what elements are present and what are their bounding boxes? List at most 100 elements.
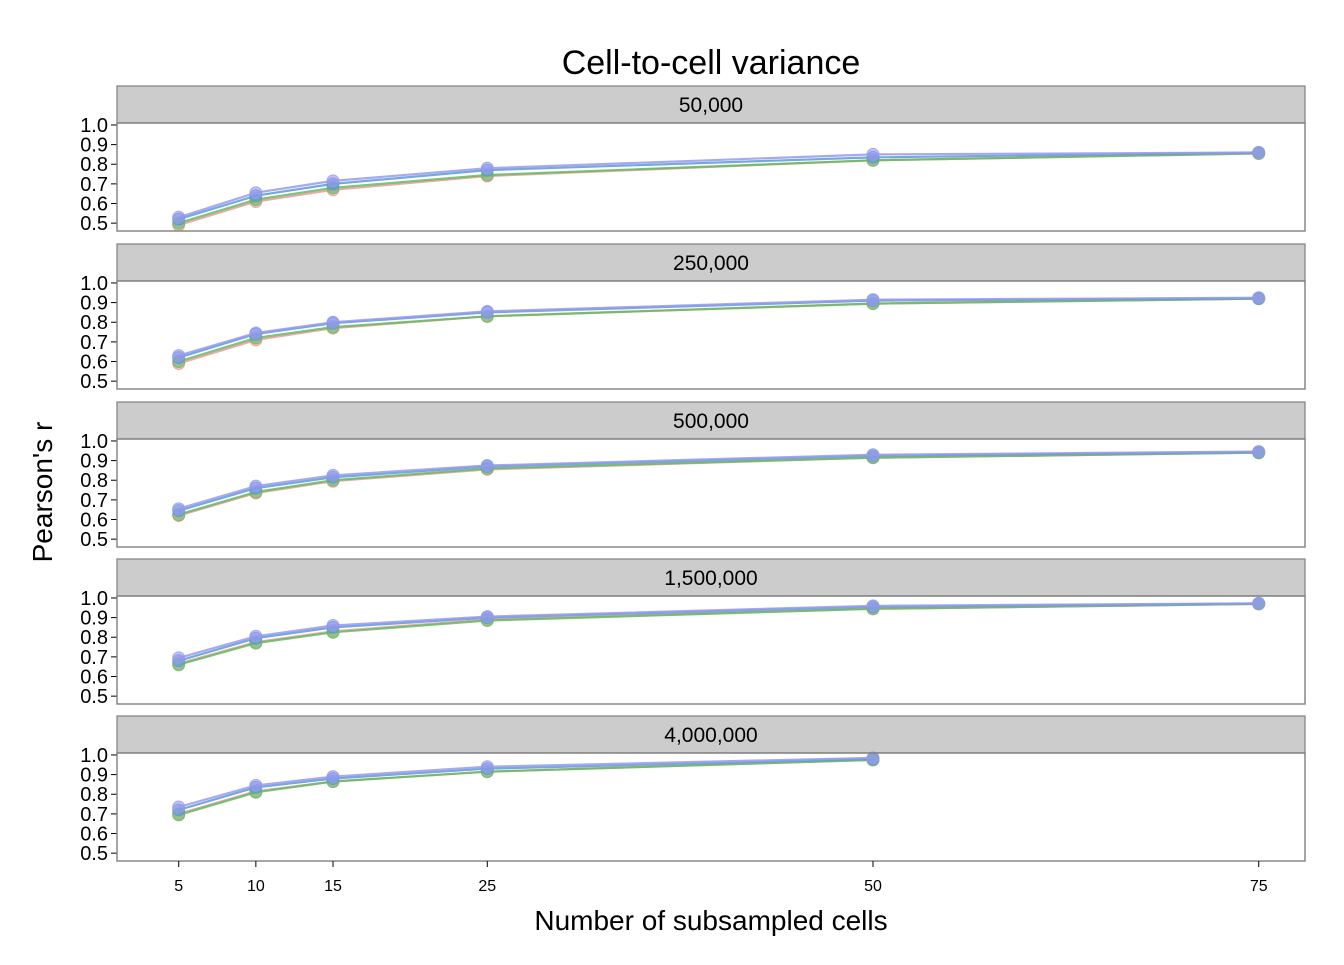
y-tick-label: 0.7 <box>80 647 108 669</box>
data-point <box>249 326 263 340</box>
facet-strip-label: 1,500,000 <box>664 567 757 590</box>
panel-frame <box>116 122 1306 232</box>
data-point <box>326 618 340 632</box>
series-line <box>178 297 1259 363</box>
y-tick-label: 0.8 <box>80 784 108 806</box>
series-line <box>178 296 1259 357</box>
y-tick-label: 0.7 <box>80 332 108 354</box>
x-tick-label: 25 <box>478 878 496 895</box>
facet-strip <box>116 243 1306 282</box>
panel-frame <box>116 438 1306 548</box>
y-tick-label: 0.5 <box>80 371 108 393</box>
series-line <box>178 152 1259 225</box>
series-line <box>178 602 1259 659</box>
y-tick-label: 0.6 <box>80 510 108 532</box>
y-axis-label: Pearson's r <box>27 422 58 563</box>
y-tick-label: 0.8 <box>80 312 108 334</box>
data-point <box>480 161 494 175</box>
data-point <box>172 349 186 363</box>
y-tick-label: 0.6 <box>80 352 108 374</box>
data-point <box>249 479 263 493</box>
series-line <box>178 151 1259 219</box>
data-point <box>1252 291 1266 305</box>
series-line <box>178 451 1259 516</box>
chart-title: Cell-to-cell variance <box>562 44 861 82</box>
data-point <box>249 629 263 643</box>
x-axis-label: Number of subsampled cells <box>534 905 887 936</box>
facet-panels: 50,0000.50.60.70.80.91.0250,0000.50.60.7… <box>80 85 1306 865</box>
y-tick-label: 0.5 <box>80 213 108 235</box>
facet-panel: 500,000 0.50.60.70.80.91.0 <box>80 401 1306 551</box>
y-tick-label: 0.9 <box>80 135 108 157</box>
series-line <box>178 151 1259 221</box>
facet-panel: 1,500,000 0.50.60.70.80.91.0 <box>80 558 1306 708</box>
y-tick-label: 0.9 <box>80 293 108 315</box>
y-tick-label: 0.5 <box>80 686 108 708</box>
y-tick-label: 0.8 <box>80 470 108 492</box>
y-tick-label: 1.0 <box>80 745 108 767</box>
panel-frame <box>116 752 1306 862</box>
facet-strip-label: 4,000,000 <box>664 724 757 747</box>
y-tick-label: 0.7 <box>80 804 108 826</box>
y-tick-label: 0.6 <box>80 667 108 689</box>
series-line <box>178 602 1259 666</box>
panel-frame <box>116 280 1306 390</box>
y-tick-label: 0.9 <box>80 608 108 630</box>
data-point <box>172 800 186 814</box>
panel-frame <box>116 595 1306 705</box>
data-point <box>866 599 880 613</box>
data-point <box>866 448 880 462</box>
y-tick-label: 0.6 <box>80 194 108 216</box>
x-tick-label: 10 <box>247 878 265 895</box>
x-tick-label: 75 <box>1250 878 1268 895</box>
y-tick-label: 0.6 <box>80 824 108 846</box>
data-point <box>866 751 880 765</box>
facet-strip-label: 50,000 <box>679 94 743 117</box>
data-point <box>249 778 263 792</box>
facet-strip <box>116 715 1306 754</box>
data-point <box>326 174 340 188</box>
facet-panel: 4,000,000 0.50.60.70.80.91.0 <box>80 715 1306 865</box>
data-point <box>326 315 340 329</box>
data-point <box>1252 145 1266 159</box>
y-tick-label: 1.0 <box>80 273 108 295</box>
y-tick-label: 1.0 <box>80 588 108 610</box>
data-point <box>172 210 186 224</box>
data-point <box>326 770 340 784</box>
facet-strip-label: 500,000 <box>673 410 749 433</box>
facet-panel: 50,000 0.50.60.70.80.91.0 <box>80 85 1306 235</box>
data-point <box>172 651 186 665</box>
y-tick-label: 0.9 <box>80 451 108 473</box>
facet-panel: 250,000 0.50.60.70.80.91.0 <box>80 243 1306 393</box>
data-point <box>866 293 880 307</box>
facet-strip-label: 250,000 <box>673 252 749 275</box>
x-tick-label: 15 <box>324 878 342 895</box>
series-line <box>178 450 1259 510</box>
data-point <box>172 502 186 516</box>
facet-strip <box>116 401 1306 440</box>
data-point <box>866 147 880 161</box>
y-tick-label: 0.9 <box>80 765 108 787</box>
y-tick-label: 0.7 <box>80 174 108 196</box>
y-tick-label: 0.5 <box>80 529 108 551</box>
data-point <box>480 459 494 473</box>
x-axis: 5 10 15 25 50 75 <box>174 861 1268 895</box>
data-point <box>326 468 340 482</box>
facet-strip <box>116 85 1306 124</box>
y-tick-label: 1.0 <box>80 115 108 137</box>
data-point <box>1252 596 1266 610</box>
facet-strip <box>116 558 1306 597</box>
x-tick-label: 50 <box>864 878 882 895</box>
data-point <box>480 760 494 774</box>
y-tick-label: 0.8 <box>80 627 108 649</box>
data-point <box>1252 445 1266 459</box>
y-tick-label: 1.0 <box>80 431 108 453</box>
y-tick-label: 0.8 <box>80 154 108 176</box>
y-tick-label: 0.5 <box>80 843 108 865</box>
data-point <box>480 304 494 318</box>
x-tick-label: 5 <box>174 878 183 895</box>
data-point <box>249 186 263 200</box>
data-point <box>480 610 494 624</box>
y-tick-label: 0.7 <box>80 490 108 512</box>
